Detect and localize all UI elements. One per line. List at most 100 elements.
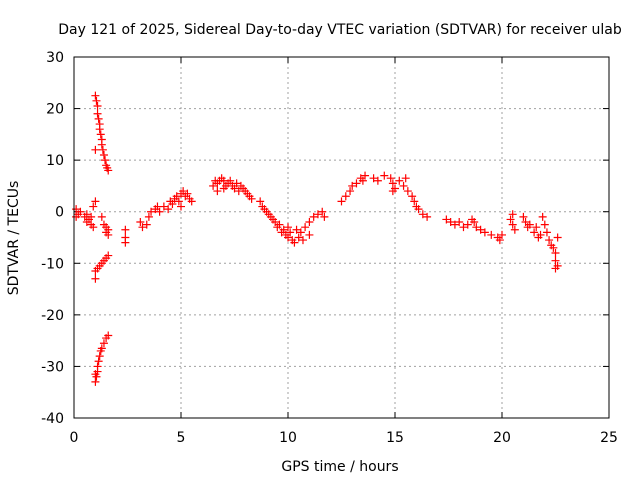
plot-frame (73, 56, 610, 419)
data-point (487, 230, 496, 239)
data-point (301, 223, 310, 232)
data-point (538, 212, 547, 221)
data-point (495, 236, 504, 245)
data-point (87, 212, 96, 221)
data-point (346, 187, 355, 196)
data-point (247, 194, 256, 203)
data-point (104, 331, 113, 340)
data-point (476, 225, 485, 234)
data-point (551, 248, 560, 257)
data-point (395, 176, 404, 185)
grid-lines (74, 57, 609, 418)
x-tick-label: 15 (386, 430, 404, 446)
data-point (399, 181, 408, 190)
data-point (292, 225, 301, 234)
y-tick-label: -10 (41, 256, 64, 272)
y-tick-label: 0 (55, 205, 64, 221)
data-point (91, 274, 100, 283)
data-point (352, 179, 361, 188)
data-point (104, 166, 113, 175)
data-point (95, 352, 104, 361)
data-point (155, 207, 164, 216)
data-point (313, 210, 322, 219)
data-point (91, 197, 100, 206)
data-point (93, 362, 102, 371)
data-point (94, 357, 103, 366)
x-tick-label: 25 (600, 430, 618, 446)
data-point (296, 228, 305, 237)
data-point (305, 230, 314, 239)
data-point (418, 210, 427, 219)
data-point (179, 187, 188, 196)
data-point (96, 130, 105, 139)
data-point (97, 140, 106, 149)
data-point (472, 223, 481, 232)
data-point (183, 189, 192, 198)
data-point (147, 207, 156, 216)
data-point (540, 220, 549, 229)
data-point (172, 192, 181, 201)
data-point (284, 223, 292, 232)
data-point (519, 212, 528, 221)
data-point (532, 223, 541, 232)
data-point (525, 220, 534, 229)
data-point (320, 212, 329, 221)
data-point (97, 212, 106, 221)
data-point (275, 220, 284, 229)
data-point (104, 251, 113, 260)
data-point (459, 223, 468, 232)
data-point (508, 210, 517, 219)
x-axis-label: GPS time / hours (281, 459, 398, 475)
data-point (94, 114, 103, 123)
data-point (92, 96, 101, 105)
data-point (290, 238, 299, 247)
data-point (138, 223, 147, 232)
data-point (450, 220, 459, 229)
data-point (168, 199, 177, 208)
data-point (530, 228, 539, 237)
data-point (284, 233, 292, 242)
data-point (104, 230, 113, 239)
data-point (410, 197, 419, 206)
data-point (82, 210, 91, 219)
data-point (470, 218, 479, 227)
y-tick-label: -30 (41, 359, 64, 375)
data-point (551, 256, 560, 265)
data-point (373, 176, 382, 185)
data-point (98, 145, 107, 154)
data-point (551, 264, 560, 273)
data-point (232, 179, 241, 188)
x-tick-label: 10 (279, 430, 297, 446)
data-point (463, 220, 472, 229)
data-point (442, 215, 451, 224)
data-point (99, 339, 108, 348)
data-point (498, 230, 506, 239)
data-point (510, 225, 519, 234)
data-point (305, 218, 314, 227)
data-point (187, 197, 196, 206)
y-tick-label: -40 (41, 411, 64, 427)
data-point (97, 344, 106, 353)
data-point (294, 233, 303, 242)
data-point (121, 225, 130, 234)
data-point (121, 238, 130, 247)
y-axis-label: SDTVAR / TECUs (6, 181, 22, 296)
data-point (219, 184, 228, 193)
data-point (521, 218, 530, 227)
data-point (446, 218, 455, 227)
data-points (72, 91, 562, 386)
data-point (271, 218, 280, 227)
data-point (388, 187, 397, 196)
y-tick-label: 20 (46, 102, 64, 118)
data-point (159, 202, 168, 211)
y-tick-label: 30 (46, 50, 64, 66)
data-point (358, 176, 367, 185)
data-point (256, 197, 265, 206)
data-point (480, 228, 489, 237)
data-point (101, 156, 110, 165)
data-point (93, 101, 102, 110)
chart-title: Day 121 of 2025, Sidereal Day-to-day VTE… (58, 22, 622, 38)
x-tick-label: 0 (70, 430, 79, 446)
data-point (401, 174, 410, 183)
